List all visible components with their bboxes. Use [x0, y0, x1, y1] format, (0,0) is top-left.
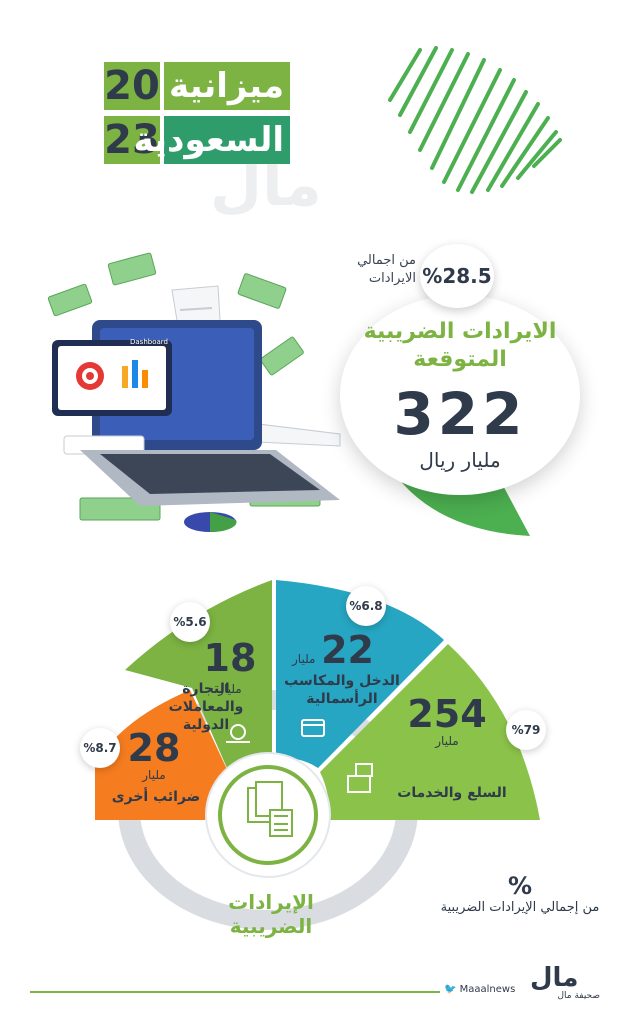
title-saudi: السعودية [134, 116, 290, 164]
title-budget: ميزانية [164, 62, 290, 110]
year-bottom: 23 [104, 116, 160, 164]
segment-goods-value: 254 مليار [407, 692, 487, 748]
segment-other [95, 690, 232, 820]
segment-income-label: الدخل والمكاسب الرأسمالية [284, 673, 400, 707]
segment-goods-pct: %79 [506, 710, 546, 750]
saudi-map-lines [388, 46, 562, 194]
twitter-handle[interactable]: 🐦 Maaalnews [444, 984, 516, 995]
document-calculator-icon [247, 781, 293, 837]
header-title-block: 20 23 ميزانية السعودية [104, 62, 290, 170]
segment-trade-value: 18 مليار [203, 636, 257, 696]
dashboard-label: Dashboard [130, 338, 168, 346]
wallet-icon [301, 719, 325, 737]
footer-rule [30, 991, 440, 993]
segment-income-value: 22 مليار [292, 628, 374, 672]
segment-trade-label: التجارة والمعاملات الدولية [168, 681, 244, 733]
revenue-value: 322 [393, 380, 527, 448]
revenue-share-label: من اجمالي الايرادات [357, 253, 416, 286]
segment-other-value: 28 مليار [127, 726, 181, 782]
segments-graphic [95, 580, 540, 930]
legend-text: من إجمالي الإيرادات الضريبية [440, 900, 600, 915]
maal-logo: مال صحيفة مال [530, 963, 600, 1001]
segment-goods-label: السلع والخدمات [397, 785, 507, 801]
segment-other-label: ضرائب أخرى [111, 789, 201, 805]
laptop-money-illustration: Dashboard [47, 252, 341, 533]
boxes-icon [347, 763, 373, 793]
legend: % من إجمالي الإيرادات الضريبية [430, 872, 610, 915]
segment-trade-pct: %5.6 [170, 602, 210, 642]
year-top: 20 [104, 62, 160, 110]
segment-other-pct: %8.7 [80, 728, 120, 768]
revenue-share-badge: %28.5 [420, 244, 494, 308]
segment-goods [320, 644, 540, 820]
center-label: الإيرادات الضريبية [228, 890, 314, 938]
tax-breakdown: 254 مليار السلع والخدمات %79 22 مليار ال… [0, 560, 623, 940]
revenue-disc [340, 295, 580, 495]
revenue-unit: مليار ريال [419, 448, 501, 472]
legend-symbol: % [507, 872, 533, 900]
revenue-title: الايرادات الضريبية المتوقعة [363, 319, 557, 372]
segment-income-pct: %6.8 [346, 586, 386, 626]
trade-icon [226, 724, 250, 743]
twitter-icon: 🐦 [444, 984, 457, 995]
